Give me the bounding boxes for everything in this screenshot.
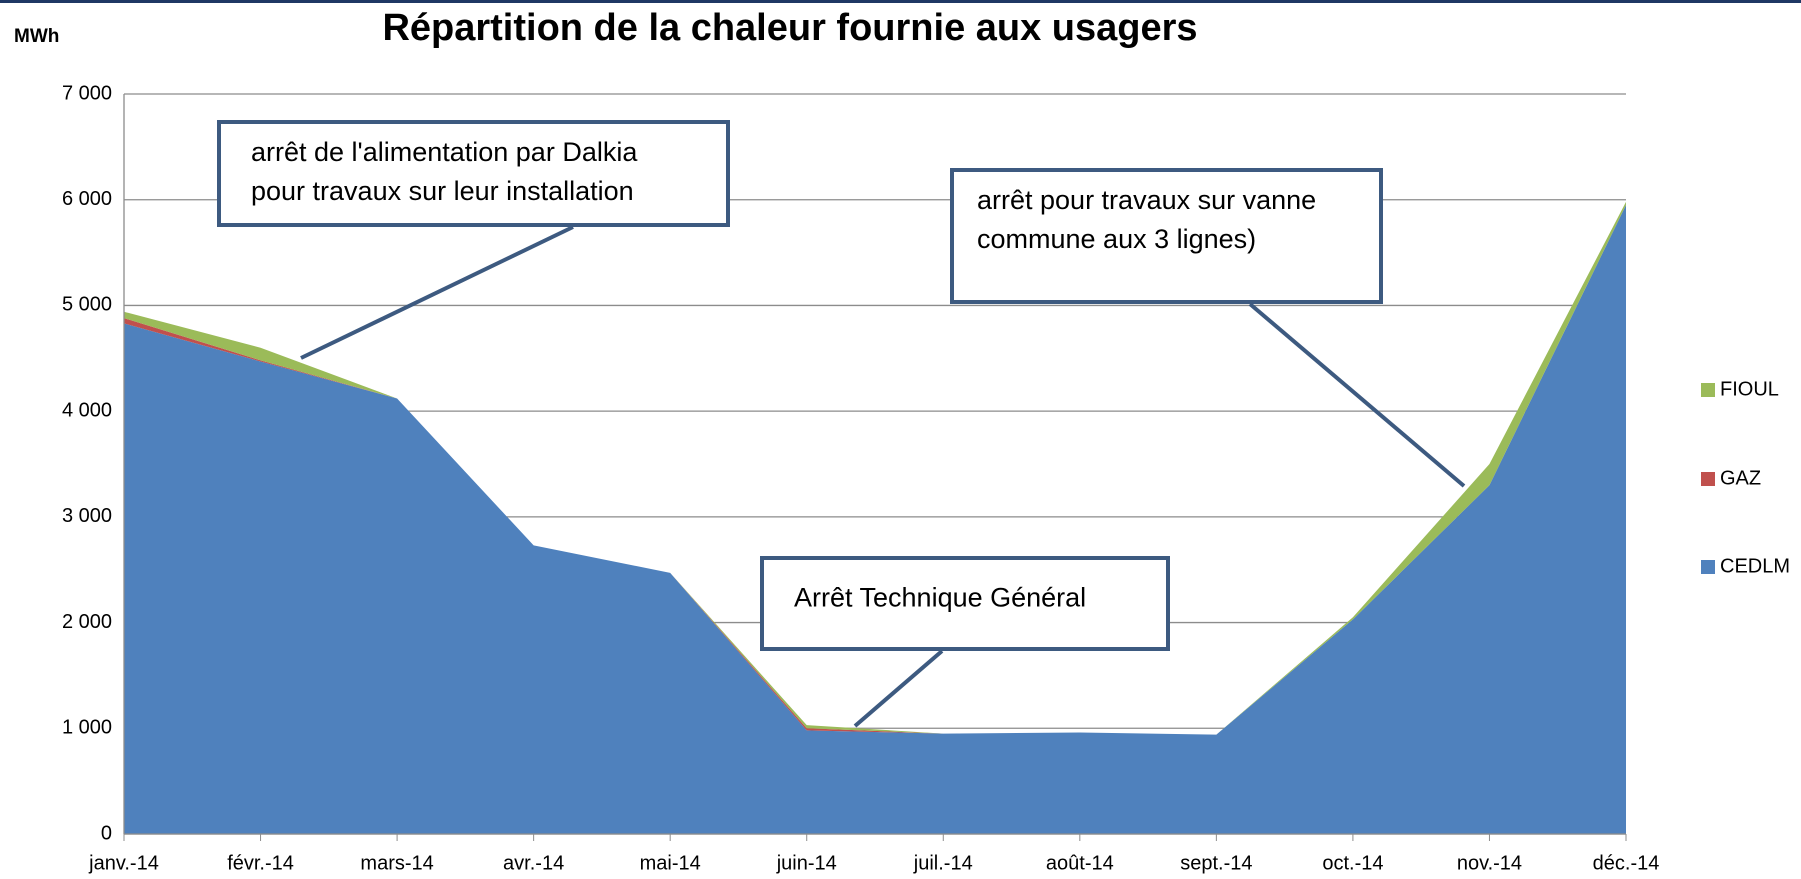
annotation-text: commune aux 3 lignes) <box>977 224 1256 254</box>
legend-swatch <box>1701 560 1715 574</box>
chart-title: Répartition de la chaleur fournie aux us… <box>382 7 1197 49</box>
x-tick-label: janv.-14 <box>88 852 159 874</box>
y-tick-label: 5 000 <box>62 294 112 316</box>
y-tick-label: 4 000 <box>62 399 112 421</box>
annotation-box <box>760 556 1170 651</box>
x-tick-label: mars-14 <box>360 852 433 874</box>
legend-swatch <box>1701 472 1715 486</box>
annotation-pointer <box>853 649 944 728</box>
annotation-box <box>217 120 730 227</box>
area <box>124 205 1626 834</box>
y-tick-label: 7 000 <box>62 82 112 104</box>
x-tick-label: juin-14 <box>776 852 837 874</box>
legend-label: FIOUL <box>1720 378 1779 400</box>
y-tick-label: 1 000 <box>62 717 112 739</box>
annotation-pointer <box>300 225 574 360</box>
annotation-pointer <box>1248 302 1466 488</box>
legend-label: GAZ <box>1720 467 1761 489</box>
x-tick-label: févr.-14 <box>227 852 294 874</box>
x-tick-label: avr.-14 <box>503 852 564 874</box>
top-border <box>0 0 1801 3</box>
y-tick-label: 3 000 <box>62 505 112 527</box>
x-tick-label: mai-14 <box>640 852 701 874</box>
x-tick-label: juil.-14 <box>913 852 973 874</box>
x-tick-label: déc.-14 <box>1593 852 1660 874</box>
annotation-text: arrêt pour travaux sur vanne <box>977 185 1316 215</box>
y-tick-label: 2 000 <box>62 611 112 633</box>
legend-label: CEDLM <box>1720 555 1790 577</box>
legend-swatch <box>1701 383 1715 397</box>
annotation-text: pour travaux sur leur installation <box>251 176 634 206</box>
x-tick-label: oct.-14 <box>1322 852 1383 874</box>
x-tick-label: nov.-14 <box>1457 852 1522 874</box>
x-tick-label: août-14 <box>1046 852 1114 874</box>
annotation-box <box>950 168 1383 304</box>
y-tick-label: 0 <box>101 822 112 844</box>
annotation-text: Arrêt Technique Général <box>794 583 1086 613</box>
y-tick-label: 6 000 <box>62 188 112 210</box>
x-tick-label: sept.-14 <box>1180 852 1252 874</box>
y-axis-label: MWh <box>14 26 59 47</box>
annotation-text: arrêt de l'alimentation par Dalkia <box>251 137 638 167</box>
